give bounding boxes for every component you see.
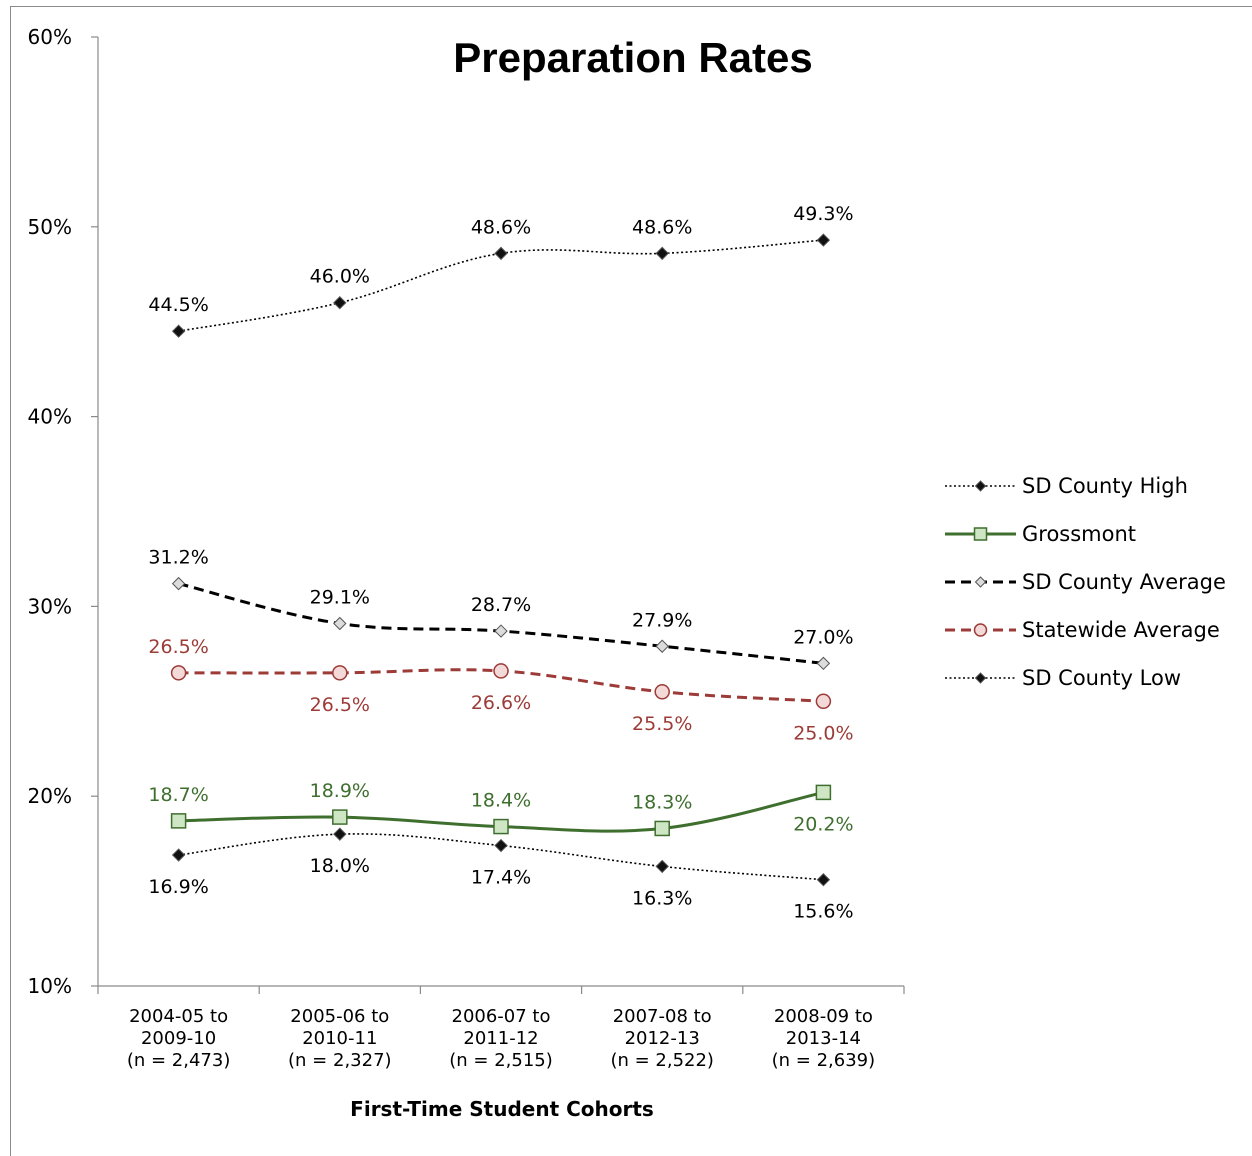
data-label-statewide-average: 25.0% bbox=[793, 722, 853, 744]
marker-sd-county-low bbox=[333, 827, 347, 841]
y-tick-label: 50% bbox=[28, 215, 72, 239]
marker-sd-county-average bbox=[171, 576, 186, 591]
x-tick-label: 2009-10 bbox=[141, 1028, 216, 1049]
x-tick-label: 2004-05 to bbox=[129, 1006, 228, 1027]
legend-label-sd-county-average: SD County Average bbox=[1022, 570, 1226, 594]
data-label-statewide-average: 25.5% bbox=[632, 713, 692, 735]
y-tick-label: 30% bbox=[28, 594, 72, 618]
marker-statewide-average bbox=[332, 665, 348, 681]
x-tick-label: 2006-07 to bbox=[452, 1006, 551, 1027]
data-label-statewide-average: 26.5% bbox=[148, 636, 208, 658]
series-layer bbox=[170, 233, 832, 887]
data-label-grossmont: 20.2% bbox=[793, 813, 853, 835]
marker-sd-county-high bbox=[171, 324, 186, 338]
legend-marker-grossmont bbox=[973, 527, 988, 541]
x-tick-label: (n = 2,327) bbox=[288, 1050, 392, 1071]
data-label-sd-county-average: 28.7% bbox=[471, 594, 531, 616]
legend-label-sd-county-low: SD County Low bbox=[1022, 666, 1181, 690]
y-tick-label: 40% bbox=[28, 405, 72, 429]
x-tick-label: 2012-13 bbox=[625, 1028, 700, 1049]
data-label-sd-county-average: 31.2% bbox=[148, 547, 208, 569]
marker-grossmont bbox=[170, 813, 187, 829]
data-label-sd-county-average: 29.1% bbox=[310, 586, 370, 608]
x-tick-label: 2005-06 to bbox=[290, 1006, 389, 1027]
x-tick-label: (n = 2,639) bbox=[772, 1050, 876, 1071]
data-label-statewide-average: 26.5% bbox=[310, 694, 370, 716]
marker-sd-county-low bbox=[655, 859, 669, 874]
legend-marker-sd-county-low bbox=[974, 672, 987, 684]
data-label-sd-county-low: 15.6% bbox=[793, 901, 853, 923]
legend-marker-statewide-average bbox=[973, 623, 988, 637]
x-tick-label: 2007-08 to bbox=[613, 1006, 712, 1027]
data-label-grossmont: 18.9% bbox=[310, 780, 370, 802]
data-label-sd-county-high: 44.5% bbox=[148, 294, 208, 316]
data-label-grossmont: 18.3% bbox=[632, 791, 692, 813]
marker-sd-county-average bbox=[333, 616, 347, 631]
marker-sd-county-high bbox=[333, 296, 347, 310]
marker-sd-county-average bbox=[655, 639, 669, 653]
data-label-grossmont: 18.4% bbox=[471, 790, 531, 812]
legend-marker-sd-county-high bbox=[974, 480, 987, 492]
marker-sd-county-low bbox=[494, 838, 508, 853]
data-label-sd-county-low: 18.0% bbox=[310, 855, 370, 877]
marker-grossmont bbox=[815, 784, 832, 801]
x-tick-label: (n = 2,515) bbox=[449, 1050, 553, 1071]
legend: SD County High Grossmont SD County Average… bbox=[945, 474, 1226, 690]
series-line-sd-county-high bbox=[178, 239, 824, 332]
data-labels-layer: 16.9% 18.0% 17.4% 16.3% 15.6% 44.5% 46.0% 48.6%… bbox=[148, 203, 853, 923]
marker-sd-county-low bbox=[816, 873, 831, 887]
x-tick-label: 2011-12 bbox=[463, 1028, 538, 1049]
marker-sd-county-low bbox=[171, 848, 186, 862]
y-tick-label: 10% bbox=[28, 974, 72, 998]
data-label-sd-county-high: 46.0% bbox=[310, 266, 370, 288]
x-tick-label: (n = 2,473) bbox=[127, 1050, 231, 1071]
marker-sd-county-average bbox=[494, 624, 508, 638]
chart-frame bbox=[10, 6, 1252, 1156]
marker-statewide-average bbox=[170, 665, 187, 681]
y-tick-label: 60% bbox=[28, 25, 72, 49]
data-label-sd-county-low: 16.9% bbox=[148, 876, 208, 898]
marker-statewide-average bbox=[493, 663, 509, 679]
marker-sd-county-average bbox=[816, 656, 831, 671]
marker-statewide-average bbox=[654, 684, 670, 700]
marker-grossmont bbox=[654, 820, 670, 837]
data-label-sd-county-average: 27.9% bbox=[632, 609, 692, 631]
marker-sd-county-high bbox=[494, 246, 508, 261]
marker-sd-county-high bbox=[655, 246, 669, 261]
data-label-sd-county-high: 48.6% bbox=[471, 216, 531, 238]
data-label-sd-county-low: 16.3% bbox=[632, 887, 692, 909]
legend-label-sd-county-high: SD County High bbox=[1022, 474, 1188, 498]
legend-marker-sd-county-average bbox=[974, 576, 987, 588]
data-label-grossmont: 18.7% bbox=[148, 784, 208, 806]
data-label-statewide-average: 26.6% bbox=[471, 692, 531, 714]
data-label-sd-county-average: 27.0% bbox=[793, 626, 853, 648]
marker-statewide-average bbox=[815, 693, 832, 710]
marker-grossmont bbox=[332, 809, 348, 825]
x-tick-label: 2008-09 to bbox=[774, 1006, 873, 1027]
y-tick-label: 20% bbox=[28, 784, 72, 808]
marker-grossmont bbox=[493, 818, 509, 835]
x-tick-label: 2010-11 bbox=[302, 1028, 377, 1049]
x-tick-label: 2013-14 bbox=[786, 1028, 861, 1049]
x-axis-label: First-Time Student Cohorts bbox=[350, 1097, 654, 1121]
legend-label-statewide-average: Statewide Average bbox=[1022, 618, 1220, 642]
data-label-sd-county-low: 17.4% bbox=[471, 867, 531, 889]
chart-title: Preparation Rates bbox=[453, 34, 812, 81]
marker-sd-county-high bbox=[816, 233, 831, 247]
x-tick-label: (n = 2,522) bbox=[610, 1050, 714, 1071]
data-label-sd-county-high: 48.6% bbox=[632, 216, 692, 238]
data-label-sd-county-high: 49.3% bbox=[793, 203, 853, 225]
legend-label-grossmont: Grossmont bbox=[1022, 522, 1136, 546]
